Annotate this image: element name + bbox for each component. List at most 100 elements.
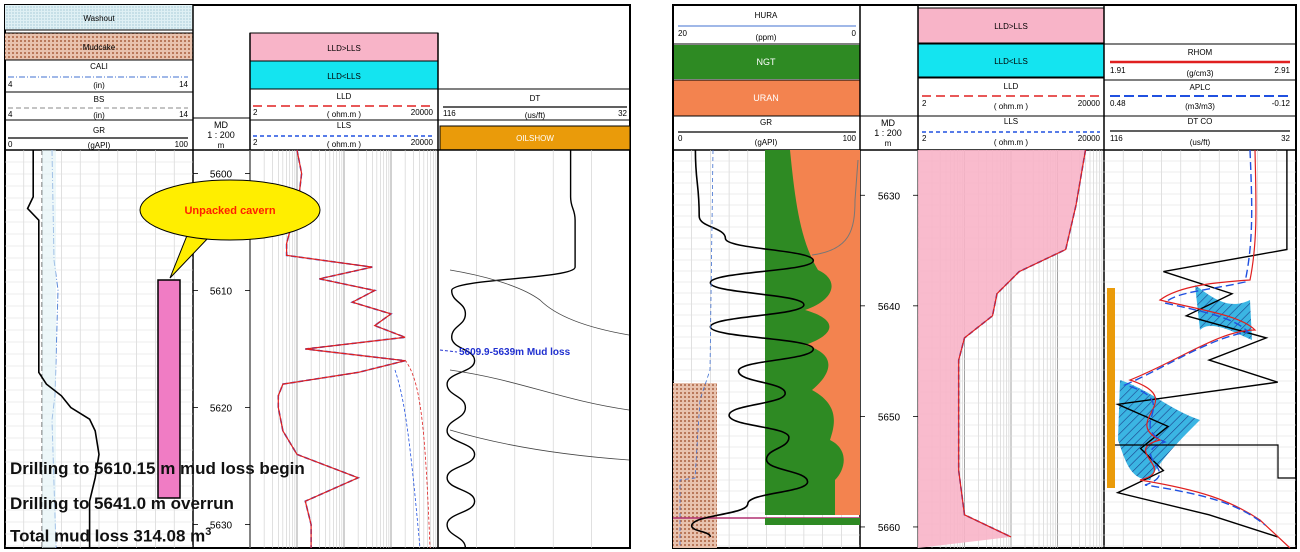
density-fill — [1118, 285, 1252, 480]
dt-unit: (us/ft) — [525, 111, 546, 120]
md-unit: m — [218, 141, 225, 150]
left-depth-track: 5600 5610 5620 5630 — [193, 169, 250, 532]
uran-label: URAN — [753, 93, 779, 103]
left-curves — [26, 149, 630, 549]
dt-min: 116 — [443, 109, 456, 118]
lld-shallow-trace — [404, 359, 431, 549]
depth-label: 5600 — [210, 169, 233, 180]
lls-label-r: LLS — [1004, 117, 1018, 126]
aplc-label: APLC — [1190, 83, 1211, 92]
lld-label-r: LLD — [1004, 82, 1019, 91]
hura-label: HURA — [755, 11, 778, 20]
bs-unit: (in) — [93, 111, 105, 120]
right-panel: HURA 20 (ppm) 0 NGT URAN GR 0 (gAPI) 100… — [672, 4, 1297, 549]
hura-trace — [811, 159, 859, 256]
lld-min-r: 2 — [922, 99, 927, 108]
lls-min-r: 2 — [922, 134, 927, 143]
lld-lt-lls-label: LLD<LLS — [327, 72, 361, 81]
lld-label: LLD — [337, 92, 352, 101]
gr-max: 100 — [175, 140, 189, 149]
lld-gt-lls-fill — [918, 150, 1086, 548]
callout-text: Unpacked cavern — [184, 205, 275, 217]
dt-curve — [446, 150, 576, 549]
depth-label: 5630 — [878, 191, 901, 202]
depth-label: 5610 — [210, 286, 233, 297]
aplc-max: -0.12 — [1272, 99, 1291, 108]
aplc-curve — [1122, 149, 1266, 526]
dtco-min: 116 — [1110, 134, 1123, 143]
ngt-bottom-strip — [765, 518, 860, 525]
rhom-label: RHOM — [1188, 48, 1213, 57]
mud-loss-label: 5609.9-5639m Mud loss — [459, 347, 571, 358]
bs-label: BS — [94, 95, 105, 104]
cali-max: 14 — [179, 80, 188, 89]
lls-unit-r: ( ohm.m ) — [994, 138, 1029, 147]
lls-unit: ( ohm.m ) — [327, 140, 362, 149]
rhom-max: 2.91 — [1274, 66, 1290, 75]
lld-curve — [277, 149, 406, 548]
note-line-3-sup: 3 — [205, 526, 212, 538]
note-line-1: Drilling to 5610.15 m mud loss begin — [10, 459, 305, 478]
md-label: MD — [214, 120, 228, 130]
lld-gt-lls-label: LLD>LLS — [327, 44, 361, 53]
washout-fill — [42, 150, 56, 548]
lls-max: 20000 — [411, 138, 434, 147]
dtco-unit: (us/ft) — [1190, 138, 1211, 147]
mudcake-label: Mudcake — [83, 43, 116, 52]
dtco-step — [1115, 444, 1296, 479]
dt-label: DT — [530, 94, 541, 103]
ngt-swatch — [674, 45, 860, 79]
left-panel-frame — [4, 4, 631, 549]
cavern-bar — [157, 279, 181, 499]
aplc-unit: (m3/m3) — [1185, 102, 1215, 111]
hura-curve — [679, 149, 714, 548]
lld-unit-r: ( ohm.m ) — [994, 102, 1029, 111]
washout-label: Washout — [83, 14, 115, 23]
right-curves — [673, 149, 1296, 549]
gr-min-r: 0 — [678, 134, 683, 143]
gr-unit-r: (gAPI) — [755, 138, 778, 147]
gr-label: GR — [93, 126, 105, 135]
lls-max-r: 20000 — [1078, 134, 1101, 143]
right-depth-track: 5630 5640 5650 5660 — [860, 191, 918, 534]
lld-min: 2 — [253, 108, 258, 117]
hura-unit: (ppm) — [756, 33, 777, 42]
dt-aux-curve — [449, 269, 630, 461]
rhom-min: 1.91 — [1110, 66, 1126, 75]
depth-label: 5660 — [878, 523, 901, 534]
lld-gt-lls-label-r: LLD>LLS — [994, 22, 1028, 31]
cali-label: CALI — [90, 62, 108, 71]
lld-lt-lls-label-r: LLD<LLS — [994, 57, 1028, 66]
gr-unit: (gAPI) — [88, 141, 111, 150]
lld-max: 20000 — [411, 108, 434, 117]
gr-label-r: GR — [760, 118, 772, 127]
aplc-min: 0.48 — [1110, 99, 1126, 108]
gr-min: 0 — [8, 140, 13, 149]
uran-swatch — [674, 80, 860, 116]
oilshow-swatch — [439, 125, 631, 151]
mudcake-swatch — [5, 33, 193, 60]
lls-label: LLS — [337, 121, 351, 130]
depth-label: 5620 — [210, 404, 233, 415]
dt-max: 32 — [618, 109, 627, 118]
hura-min: 20 — [678, 29, 687, 38]
dtco-curve — [1115, 150, 1288, 538]
md-scale-r: 1 : 200 — [874, 128, 902, 138]
depth-label: 5640 — [878, 302, 901, 313]
gr-max-r: 100 — [843, 134, 857, 143]
washout-swatch — [5, 5, 193, 30]
md-unit-r: m — [885, 139, 892, 148]
gr-curve-r — [690, 149, 815, 538]
dtco-max: 32 — [1281, 134, 1290, 143]
note-line-3-text: Total mud loss 314.08 m — [10, 526, 206, 546]
hura-max: 0 — [852, 29, 857, 38]
ngt-fill — [765, 150, 844, 515]
gr-curve — [26, 150, 100, 548]
ngt-label: NGT — [757, 57, 777, 67]
note-line-2: Drilling to 5641.0 m overrun — [10, 494, 234, 513]
note-line-3: Total mud loss 314.08 m3 — [10, 526, 211, 547]
callout-bubble — [139, 179, 321, 241]
oilshow-label: OILSHOW — [516, 134, 554, 143]
lls-shallow-trace — [394, 369, 421, 549]
